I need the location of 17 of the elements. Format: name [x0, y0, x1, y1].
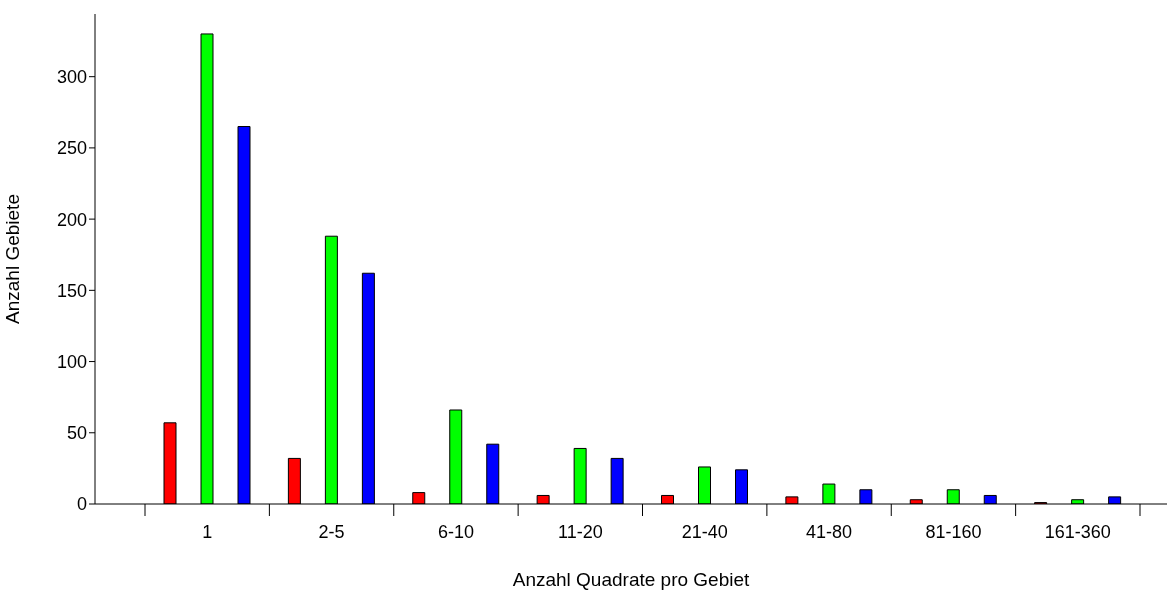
y-tick-label: 300 — [56, 67, 87, 88]
y-tick-label: 150 — [56, 280, 87, 301]
x-tick-label: 81-160 — [925, 522, 982, 542]
x-tick-label: 41-80 — [806, 522, 853, 542]
x-axis-title: Anzahl Quadrate pro Gebiet — [512, 569, 751, 590]
y-tick-label: 0 — [76, 494, 87, 515]
y-axis-title: Anzahl Gebiete — [1, 194, 23, 324]
x-tick-label: 21-40 — [681, 522, 728, 542]
x-tick-label: 1 — [202, 522, 213, 542]
y-tick-label: 200 — [56, 209, 87, 230]
y-tick-label: 50 — [66, 423, 87, 444]
x-tick-label: 11-20 — [557, 522, 603, 542]
x-tick-label: 6-10 — [437, 522, 474, 542]
y-tick-label: 250 — [56, 138, 87, 159]
x-tick-label: 161-360 — [1044, 522, 1111, 542]
y-tick-label: 100 — [56, 351, 87, 372]
x-tick-label: 2-5 — [318, 522, 345, 542]
